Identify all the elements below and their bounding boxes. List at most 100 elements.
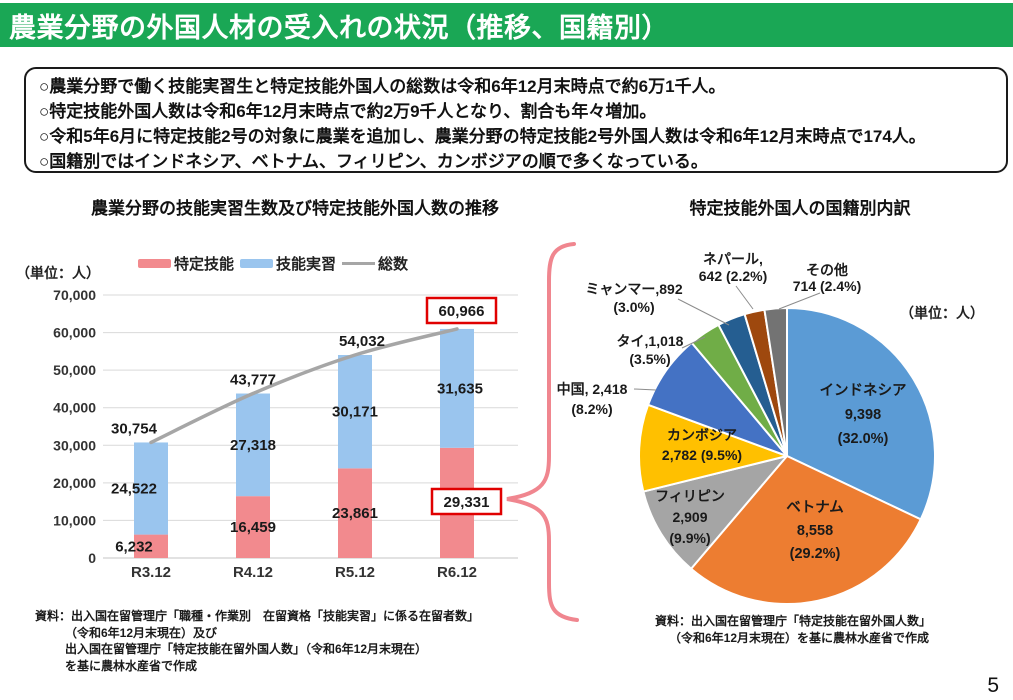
bar-value-label: 24,522 — [111, 481, 157, 498]
pie-label-1: ベトナム — [786, 499, 844, 516]
bar-segment-tokutei — [134, 534, 168, 558]
bar-value-label: 31,635 — [437, 380, 483, 397]
header-bar — [0, 3, 1013, 47]
legend-line-swatch-sousuu — [342, 261, 376, 266]
y-tick-label: 20,000 — [53, 475, 96, 491]
pie-label-5: (3.5%) — [629, 351, 670, 367]
leader-line — [677, 298, 730, 326]
bar-chart-title: 農業分野の技能実習生数及び特定技能外国人数の推移 — [91, 199, 499, 218]
source-note-left: 資料：出入国在留管理庁「職種・作業別 在留資格「技能実習」に係る在留者数」 （令… — [35, 608, 479, 674]
total-value-label: 54,032 — [339, 333, 385, 350]
bar-segment-jisshuu — [236, 393, 270, 497]
summary-line-3: ○令和5年6月に特定技能2号の対象に農業を追加し、農業分野の特定技能2号外国人数… — [39, 127, 926, 146]
pie-label-2: フィリピン — [655, 488, 725, 504]
pie-chart-title: 特定技能外国人の国籍別内訳 — [689, 199, 911, 218]
y-tick-label: 70,000 — [53, 287, 96, 303]
pie-label-3: カンボジア — [667, 427, 737, 443]
pie-label-0: 9,398 — [845, 407, 881, 423]
highlighted-tokutei-label: 29,331 — [444, 494, 490, 511]
bar-segment-jisshuu — [338, 354, 372, 469]
legend-item-tokutei-ginou: 特定技能 — [138, 253, 234, 274]
y-tick-label: 60,000 — [53, 325, 96, 341]
bar-segment-tokutei — [338, 468, 372, 558]
x-tick-label: R5.12 — [335, 564, 375, 581]
leader-line — [633, 388, 657, 391]
legend-label-ginou-jisshuu: 技能実習 — [276, 256, 337, 273]
pie-label-3: 2,782 (9.5%) — [662, 447, 742, 463]
summary-line-4: ○国籍別ではインドネシア、ベトナム、フィリピン、カンボジアの順で多くなっている。 — [39, 152, 708, 171]
bar-segment-tokutei — [236, 496, 270, 558]
pie-label-8: その他 — [806, 262, 848, 278]
x-tick-label: R6.12 — [437, 564, 477, 581]
y-tick-label: 30,000 — [53, 437, 96, 453]
source-right-line-2: （令和6年12月末現在）を基に農林水産省で作成 — [669, 630, 930, 645]
page-number: 5 — [987, 674, 999, 697]
source-left-line-2: （令和6年12月末現在）及び — [65, 625, 218, 640]
pie-label-4: (8.2%) — [571, 401, 612, 417]
pie-label-1: 8,558 — [797, 523, 833, 539]
bar-unit-label: （単位：人） — [16, 265, 100, 281]
summary-line-1: ○農業分野で働く技能実習生と特定技能外国人の総数は令和6年12月末時点で約6万1… — [39, 77, 726, 96]
pie-unit-label: （単位：人） — [900, 305, 984, 321]
total-line — [149, 327, 459, 445]
pie-label-8: 714 (2.4%) — [793, 278, 861, 294]
bar-value-label: 23,861 — [332, 505, 378, 522]
pie-label-7: ネパール, — [703, 251, 763, 267]
bar-legend: 特定技能 技能実習 総数 — [138, 253, 408, 274]
legend-item-ginou-jisshuu: 技能実習 — [240, 253, 336, 274]
leader-line — [778, 292, 821, 310]
source-left-line-4: を基に農林水産省で作成 — [65, 658, 198, 673]
highlight-box-total — [425, 296, 498, 325]
bar-value-label: 30,171 — [332, 404, 378, 421]
pie-label-2: (9.9%) — [669, 530, 710, 546]
pie-slice-0 — [786, 307, 936, 521]
pie-label-6: (3.0%) — [613, 299, 654, 315]
total-value-label: 43,777 — [230, 372, 276, 389]
summary-box: ○農業分野で働く技能実習生と特定技能外国人の総数は令和6年12月末時点で約6万1… — [24, 67, 1008, 173]
pie-slice-8 — [763, 307, 788, 457]
legend-swatch-tokutei-ginou — [138, 259, 171, 268]
bar-segment-jisshuu — [440, 328, 474, 448]
legend-swatch-ginou-jisshuu — [240, 259, 274, 268]
pie-label-4: 中国, 2,418 — [557, 381, 628, 397]
pie-label-7: 642 (2.2%) — [699, 268, 767, 284]
highlighted-total-label: 60,966 — [439, 303, 485, 320]
y-tick-label: 40,000 — [53, 400, 96, 416]
pie-label-0: インドネシア — [820, 382, 907, 399]
pie-slice-2 — [642, 455, 788, 570]
y-tick-label: 50,000 — [53, 362, 96, 378]
x-tick-label: R3.12 — [131, 564, 171, 581]
legend-item-sousuu: 総数 — [342, 253, 408, 274]
pie-label-6: ミャンマー,892 — [585, 281, 682, 297]
brace-connector — [506, 242, 579, 622]
pie-chart-svg: インドネシア 9,398 (32.0%) ベトナム 8,558 (29.2%) フィリピン 2… — [557, 251, 936, 605]
y-tick-label: 0 — [88, 550, 96, 566]
summary-line-2: ○特定技能外国人数は令和6年12月末時点で約2万9千人となり、割合も年々増加。 — [39, 102, 657, 121]
source-note-right: 資料：出入国在留管理庁「特定技能在留外国人数」 （令和6年12月末現在）を基に農… — [655, 613, 931, 646]
pie-label-0: (32.0%) — [838, 431, 889, 447]
source-left-line-3: 出入国在留管理庁「特定技能在留外国人数」（令和6年12月末現在） — [65, 642, 428, 656]
bar-chart-svg: 0 10,000 20,000 30,000 40,000 50,000 60,000 70,… — [53, 287, 518, 581]
pie-label-2: 2,909 — [672, 509, 707, 525]
pie-slice-3 — [638, 403, 788, 493]
pie-label-1: (29.2%) — [790, 546, 841, 562]
brace-svg — [506, 242, 579, 622]
pie-label-5: タイ,1,018 — [617, 333, 684, 349]
legend-label-tokutei-ginou: 特定技能 — [174, 256, 235, 273]
leader-line — [681, 336, 706, 349]
source-right-line-1: 資料：出入国在留管理庁「特定技能在留外国人数」 — [655, 614, 932, 628]
bar-value-label: 6,232 — [115, 538, 153, 555]
bar-value-label: 27,318 — [230, 437, 276, 454]
total-value-label: 30,754 — [111, 420, 158, 437]
x-tick-label: R4.12 — [233, 564, 273, 581]
bar-value-label: 16,459 — [230, 519, 276, 536]
leader-line — [735, 285, 754, 310]
page-title: 農業分野の外国人材の受入れの状況（推移、国籍別） — [9, 13, 669, 43]
source-left-line-1: 資料：出入国在留管理庁「職種・作業別 在留資格「技能実習」に係る在留者数」 — [35, 609, 480, 623]
pie-slice-1 — [690, 455, 922, 605]
legend-label-sousuu: 総数 — [378, 256, 409, 273]
highlight-box-tokutei — [430, 487, 503, 516]
y-tick-label: 10,000 — [53, 512, 96, 528]
bar-segment-jisshuu — [134, 442, 168, 535]
